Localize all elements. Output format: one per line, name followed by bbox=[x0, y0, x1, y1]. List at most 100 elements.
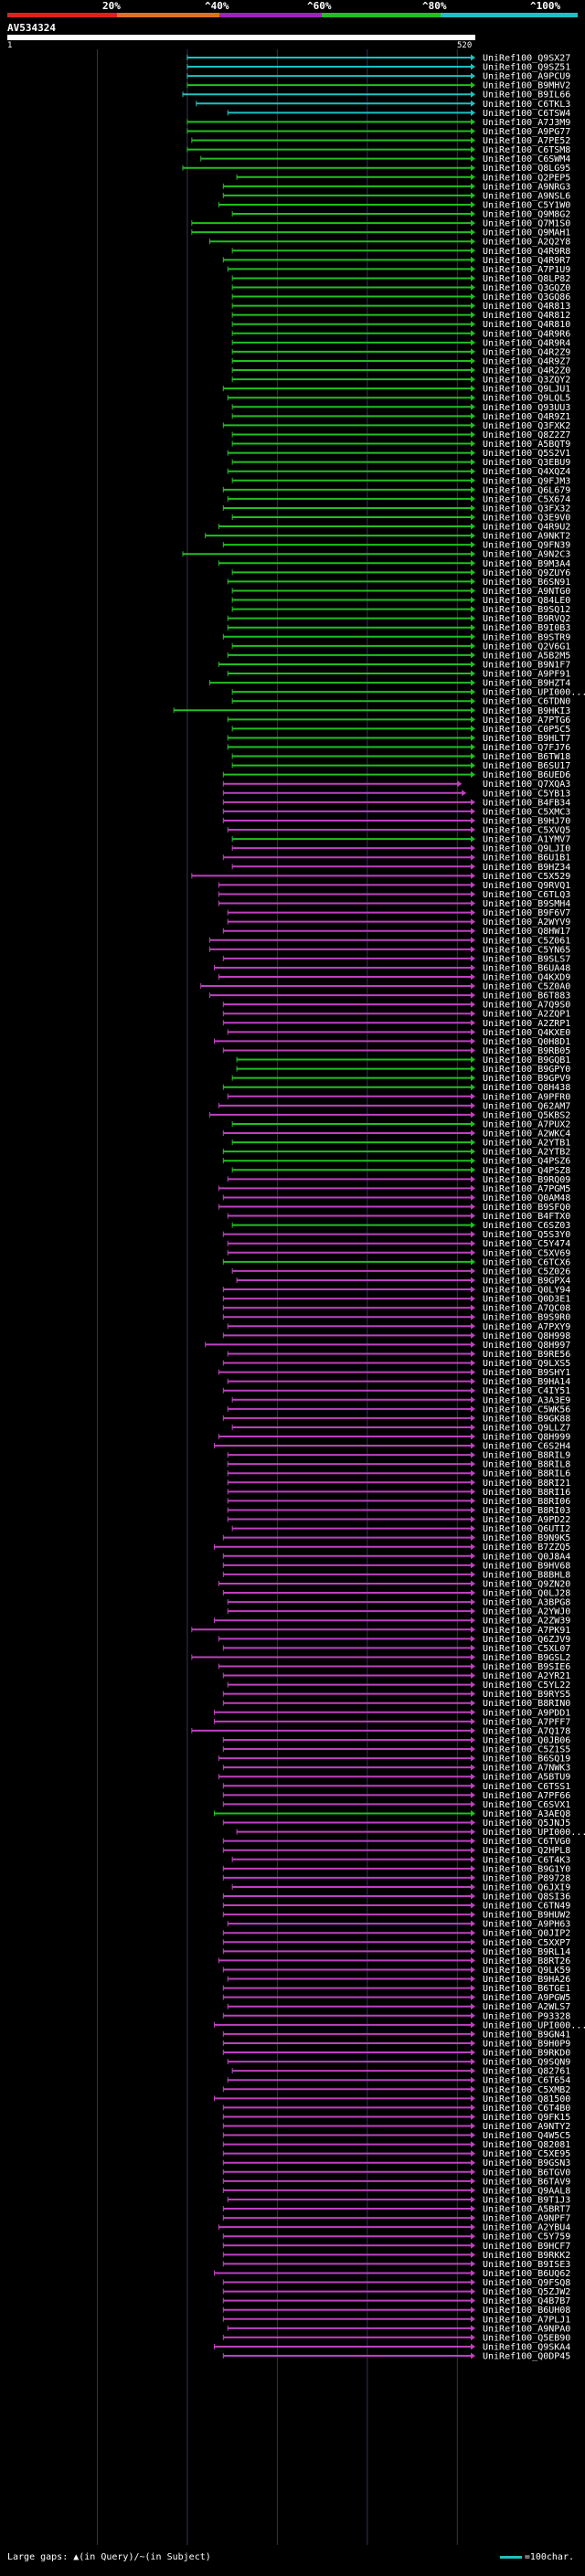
hit-label[interactable]: UniRef100_B6SQ19 bbox=[483, 1754, 570, 1765]
hit-label[interactable]: UniRef100_UPI000... bbox=[483, 1828, 585, 1838]
hit-label[interactable]: UniRef100_Q4W5C5 bbox=[483, 2131, 570, 2141]
hit-label[interactable]: UniRef100_Q3GQZ0 bbox=[483, 283, 570, 293]
hit-label[interactable]: UniRef100_C6TN49 bbox=[483, 1902, 570, 1912]
hit-label[interactable]: UniRef100_C5XMC3 bbox=[483, 807, 570, 817]
hit-label[interactable]: UniRef100_B9RL14 bbox=[483, 1947, 570, 1957]
hit-label[interactable]: UniRef100_C5XMB2 bbox=[483, 2085, 570, 2095]
hit-label[interactable]: UniRef100_A5BRT7 bbox=[483, 2205, 570, 2215]
hit-label[interactable]: UniRef100_A5B2M5 bbox=[483, 651, 570, 661]
hit-label[interactable]: UniRef100_B9RE56 bbox=[483, 1350, 570, 1360]
hit-label[interactable]: UniRef100_Q3FXK2 bbox=[483, 421, 570, 431]
hit-label[interactable]: UniRef100_B6UA48 bbox=[483, 963, 570, 973]
hit-label[interactable]: UniRef100_A9NPF7 bbox=[483, 2214, 570, 2224]
hit-label[interactable]: UniRef100_Q0AM48 bbox=[483, 1193, 570, 1203]
hit-label[interactable]: UniRef100_Q8H998 bbox=[483, 1331, 570, 1341]
hit-label[interactable]: UniRef100_A7J3M9 bbox=[483, 118, 570, 128]
hit-label[interactable]: UniRef100_B9IL66 bbox=[483, 90, 570, 101]
hit-label[interactable]: UniRef100_Q84LE0 bbox=[483, 596, 570, 606]
hit-label[interactable]: UniRef100_A7PK91 bbox=[483, 1626, 570, 1636]
hit-label[interactable]: UniRef100_Q2V6G1 bbox=[483, 641, 570, 652]
hit-label[interactable]: UniRef100_B8BHL8 bbox=[483, 1570, 570, 1580]
hit-label[interactable]: UniRef100_Q4R9Z1 bbox=[483, 412, 570, 422]
hit-label[interactable]: UniRef100_B9RKD0 bbox=[483, 2049, 570, 2059]
hit-label[interactable]: UniRef100_Q8H438 bbox=[483, 1083, 570, 1093]
hit-label[interactable]: UniRef100_B6T883 bbox=[483, 991, 570, 1002]
hit-label[interactable]: UniRef100_Q9FK15 bbox=[483, 2113, 570, 2123]
hit-label[interactable]: UniRef100_A2ZRP1 bbox=[483, 1019, 570, 1029]
hit-label[interactable]: UniRef100_Q0H8D1 bbox=[483, 1037, 570, 1047]
hit-label[interactable]: UniRef100_B6TW18 bbox=[483, 752, 570, 762]
hit-label[interactable]: UniRef100_Q4R9R8 bbox=[483, 247, 570, 257]
hit-label[interactable]: UniRef100_A7Q9S0 bbox=[483, 1001, 570, 1011]
hit-label[interactable]: UniRef100_A7Q178 bbox=[483, 1726, 570, 1736]
hit-label[interactable]: UniRef100_Q8Z2Z7 bbox=[483, 430, 570, 440]
hit-label[interactable]: UniRef100_B9GPX4 bbox=[483, 1276, 570, 1286]
hit-label[interactable]: UniRef100_Q9LJI0 bbox=[483, 844, 570, 854]
hit-label[interactable]: UniRef100_A2YWJ0 bbox=[483, 1607, 570, 1617]
hit-label[interactable]: UniRef100_Q6ZJV9 bbox=[483, 1635, 570, 1645]
hit-label[interactable]: UniRef100_C5YL22 bbox=[483, 1680, 570, 1691]
hit-label[interactable]: UniRef100_A2WYV9 bbox=[483, 917, 570, 928]
hit-label[interactable]: UniRef100_Q9LLZ7 bbox=[483, 1423, 570, 1433]
hit-label[interactable]: UniRef100_A7PFF7 bbox=[483, 1717, 570, 1727]
hit-label[interactable]: UniRef100_B9HJ70 bbox=[483, 816, 570, 826]
hit-label[interactable]: UniRef100_B9SIE6 bbox=[483, 1662, 570, 1672]
hit-label[interactable]: UniRef100_C6TSS1 bbox=[483, 1782, 570, 1792]
hit-label[interactable]: UniRef100_Q0D3E1 bbox=[483, 1295, 570, 1305]
hit-label[interactable]: UniRef100_Q6JXI9 bbox=[483, 1882, 570, 1892]
hit-label[interactable]: UniRef100_C6TLQ3 bbox=[483, 890, 570, 900]
hit-label[interactable]: UniRef100_Q5JNJ5 bbox=[483, 1818, 570, 1829]
hit-label[interactable]: UniRef100_A9PCU9 bbox=[483, 72, 570, 82]
hit-label[interactable]: UniRef100_Q81500 bbox=[483, 2094, 570, 2104]
hit-label[interactable]: UniRef100_Q3E9V0 bbox=[483, 514, 570, 524]
hit-label[interactable]: UniRef100_A2Q2Y8 bbox=[483, 238, 570, 248]
hit-label[interactable]: UniRef100_Q9AAL8 bbox=[483, 2186, 570, 2196]
hit-label[interactable]: UniRef100_Q4R813 bbox=[483, 302, 570, 312]
hit-label[interactable]: UniRef100_B9HA26 bbox=[483, 1975, 570, 1985]
hit-label[interactable]: UniRef100_B8RT26 bbox=[483, 1956, 570, 1966]
hit-label[interactable]: UniRef100_B9GN41 bbox=[483, 2030, 570, 2040]
hit-label[interactable]: UniRef100_B4FB34 bbox=[483, 798, 570, 808]
hit-label[interactable]: UniRef100_A9PGW5 bbox=[483, 1993, 570, 2003]
hit-label[interactable]: UniRef100_Q5KBS2 bbox=[483, 1110, 570, 1120]
hit-label[interactable]: UniRef100_B8RIN0 bbox=[483, 1699, 570, 1709]
hit-label[interactable]: UniRef100_A9PG77 bbox=[483, 127, 570, 137]
hit-label[interactable]: UniRef100_C6SVX1 bbox=[483, 1800, 570, 1810]
hit-label[interactable]: UniRef100_A7PLJ1 bbox=[483, 2315, 570, 2325]
hit-label[interactable]: UniRef100_B9HA14 bbox=[483, 1377, 570, 1387]
hit-label[interactable]: UniRef100_A9PFR0 bbox=[483, 1092, 570, 1102]
hit-label[interactable]: UniRef100_B9HKI3 bbox=[483, 706, 570, 716]
hit-label[interactable]: UniRef100_Q5S3Y0 bbox=[483, 1230, 570, 1240]
hit-label[interactable]: UniRef100_B9GSL2 bbox=[483, 1653, 570, 1663]
hit-label[interactable]: UniRef100_C6T4K3 bbox=[483, 1855, 570, 1865]
hit-label[interactable]: UniRef100_B9HCF7 bbox=[483, 2242, 570, 2252]
hit-label[interactable]: UniRef100_C5Y1W0 bbox=[483, 200, 570, 210]
hit-label[interactable]: UniRef100_Q82761 bbox=[483, 2067, 570, 2077]
hit-label[interactable]: UniRef100_C5XL07 bbox=[483, 1644, 570, 1654]
hit-label[interactable]: UniRef100_A7P1U9 bbox=[483, 265, 570, 275]
hit-label[interactable]: UniRef100_Q9SQN9 bbox=[483, 2058, 570, 2068]
hit-label[interactable]: UniRef100_Q9FJM3 bbox=[483, 476, 570, 486]
hit-label[interactable]: UniRef100_Q5S2V1 bbox=[483, 449, 570, 459]
hit-label[interactable]: UniRef100_C6T4B0 bbox=[483, 2104, 570, 2114]
hit-label[interactable]: UniRef100_B6SN91 bbox=[483, 578, 570, 588]
hit-label[interactable]: UniRef100_Q4R9U2 bbox=[483, 523, 570, 533]
hit-label[interactable]: UniRef100_C6TSM8 bbox=[483, 145, 570, 155]
hit-label[interactable]: UniRef100_A9NKT2 bbox=[483, 532, 570, 542]
hit-label[interactable]: UniRef100_B6UQ62 bbox=[483, 2269, 570, 2279]
hit-label[interactable]: UniRef100_C5YB13 bbox=[483, 789, 570, 799]
hit-label[interactable]: UniRef100_A9NTG0 bbox=[483, 587, 570, 597]
hit-label[interactable]: UniRef100_B9RQ09 bbox=[483, 1175, 570, 1185]
hit-label[interactable]: UniRef100_A3BPG8 bbox=[483, 1598, 570, 1608]
hit-label[interactable]: UniRef100_C5X529 bbox=[483, 872, 570, 882]
hit-label[interactable]: UniRef100_B9SMH4 bbox=[483, 899, 570, 909]
hit-label[interactable]: UniRef100_Q4R9R7 bbox=[483, 256, 570, 266]
hit-label[interactable]: UniRef100_Q0JIP2 bbox=[483, 1929, 570, 1939]
hit-label[interactable]: UniRef100_Q0J8A4 bbox=[483, 1552, 570, 1562]
hit-label[interactable]: UniRef100_C5YN65 bbox=[483, 945, 570, 955]
hit-label[interactable]: UniRef100_C5Z026 bbox=[483, 1267, 570, 1277]
hit-label[interactable]: UniRef100_Q3GQ86 bbox=[483, 292, 570, 302]
hit-label[interactable]: UniRef100_C0P5C5 bbox=[483, 725, 570, 735]
hit-label[interactable]: UniRef100_Q9MAH1 bbox=[483, 228, 570, 239]
hit-label[interactable]: UniRef100_UPI000... bbox=[483, 2020, 585, 2030]
